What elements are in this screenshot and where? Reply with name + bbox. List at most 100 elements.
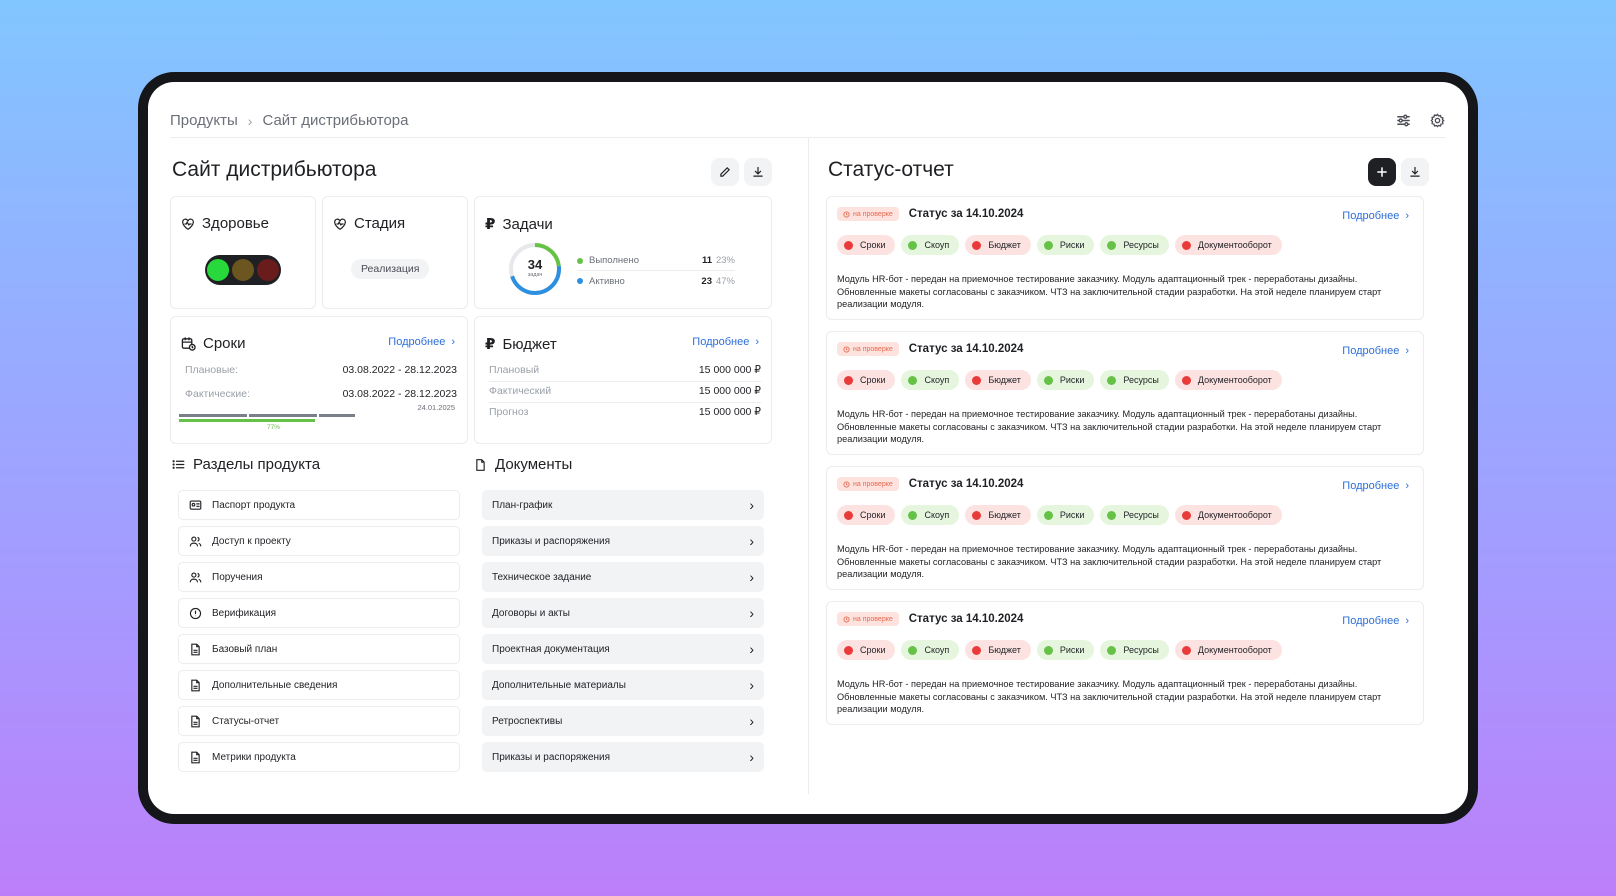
budget-card: ₽ Бюджет Подробнее › Плановый 15 000 000… (474, 316, 772, 444)
deadlines-more-link[interactable]: Подробнее › (388, 336, 455, 348)
status-tag: Ресурсы (1100, 505, 1169, 525)
section-item-access[interactable]: Доступ к проекту (178, 526, 460, 556)
breadcrumb-current: Сайт дистрибьютора (262, 112, 409, 129)
chevron-right-icon: › (749, 569, 754, 585)
status-tag-label: Риски (1059, 375, 1085, 385)
section-item-assignments[interactable]: Поручения (178, 562, 460, 592)
status-tag-label: Ресурсы (1123, 645, 1159, 655)
status-report-card: на проверке Статус за 14.10.2024 Подробн… (826, 466, 1424, 590)
status-dot (908, 375, 918, 385)
review-badge: на проверке (837, 477, 899, 491)
status-tag: Скоуп (901, 370, 960, 390)
status-tag-label: Бюджет (988, 240, 1021, 250)
ruble-icon: ₽ (485, 216, 496, 233)
clock-icon (843, 615, 850, 623)
status-tag-label: Риски (1059, 240, 1085, 250)
chevron-right-icon: › (749, 713, 754, 729)
status-dot (1043, 510, 1053, 520)
report-date: Статус за 14.10.2024 (908, 613, 1024, 625)
status-tag: Сроки (837, 505, 896, 525)
health-title: Здоровье (181, 215, 269, 232)
document-item[interactable]: Проектная документация › (482, 634, 764, 664)
sliders-icon[interactable] (1394, 112, 1412, 130)
status-tag: Риски (1036, 235, 1095, 255)
status-tag-label: Ресурсы (1123, 240, 1159, 250)
status-tag-label: Бюджет (988, 375, 1021, 385)
status-tag-label: Документооборот (1197, 375, 1272, 385)
stage-title: Стадия (333, 215, 405, 232)
document-item[interactable]: Ретроспективы › (482, 706, 764, 736)
chevron-right-icon: › (749, 749, 754, 765)
status-report-title: Статус-отчет (828, 158, 954, 181)
report-header: на проверке Статус за 14.10.2024 (837, 612, 1023, 626)
budget-row: Плановый 15 000 000 ₽ (489, 364, 761, 382)
section-item-metrics[interactable]: Метрики продукта (178, 742, 460, 772)
status-dot (844, 375, 853, 385)
report-text: Модуль HR-бот - передан на приемочное те… (837, 679, 1382, 714)
file-icon (191, 643, 200, 655)
document-item[interactable]: Приказы и распоряжения › (482, 526, 764, 556)
report-more-link[interactable]: Подробнее › (1342, 615, 1409, 627)
alert-circle-icon (189, 607, 202, 619)
status-tag: Бюджет (965, 370, 1031, 390)
status-dot (1043, 240, 1053, 250)
status-dot (1043, 375, 1053, 385)
section-item-verification[interactable]: Верификация (178, 598, 460, 628)
status-dot (1107, 645, 1117, 655)
status-tag-label: Сроки (860, 645, 886, 655)
review-badge: на проверке (837, 342, 899, 356)
status-tag-label: Скоуп (924, 375, 950, 385)
status-tag: Сроки (837, 370, 896, 390)
download-report-button[interactable] (1401, 158, 1429, 186)
section-item-status-reports[interactable]: Статусы-отчет (178, 706, 460, 736)
status-tag: Скоуп (901, 235, 960, 255)
breadcrumb-root[interactable]: Продукты (170, 112, 238, 129)
add-report-button[interactable] (1368, 158, 1396, 186)
report-more-link[interactable]: Подробнее › (1342, 210, 1409, 222)
status-dot (972, 375, 982, 385)
report-more-link[interactable]: Подробнее › (1342, 345, 1409, 357)
budget-title: ₽ Бюджет (485, 335, 557, 354)
status-dot (1181, 375, 1191, 385)
sections-title: Разделы продукта (172, 456, 320, 473)
budget-more-link[interactable]: Подробнее › (692, 336, 759, 348)
section-item-extra-info[interactable]: Дополнительные сведения (178, 670, 460, 700)
status-dot (844, 240, 853, 250)
report-tags: Сроки Скоуп Бюджет Риски Ресурсы Документообо… (837, 235, 1282, 255)
status-tag: Бюджет (965, 640, 1031, 660)
chevron-right-icon: › (749, 677, 754, 693)
deadlines-title: Сроки (181, 335, 245, 352)
calendar-clock-icon (181, 337, 196, 351)
chevron-right-icon: › (451, 336, 455, 348)
documents-title: Документы (474, 456, 572, 473)
report-tags: Сроки Скоуп Бюджет Риски Ресурсы Документообо… (837, 505, 1282, 525)
tasks-donut (509, 243, 561, 295)
traffic-light (205, 255, 281, 285)
document-item[interactable]: Дополнительные материалы › (482, 670, 764, 700)
settings-icon[interactable] (1428, 112, 1446, 130)
report-more-link[interactable]: Подробнее › (1342, 480, 1409, 492)
download-button[interactable] (744, 158, 772, 186)
chevron-right-icon: › (749, 533, 754, 549)
document-item[interactable]: План-график › (482, 490, 764, 520)
stage-badge: Реализация (351, 259, 430, 279)
download-icon (1410, 166, 1420, 177)
status-tag-label: Риски (1059, 510, 1085, 520)
document-item[interactable]: Техническое задание › (482, 562, 764, 592)
report-header: на проверке Статус за 14.10.2024 (837, 342, 1023, 356)
users-icon (189, 535, 202, 546)
health-card: Здоровье (170, 196, 316, 309)
document-item[interactable]: Договоры и акты › (482, 598, 764, 628)
status-tag: Документооборот (1174, 505, 1282, 525)
document-item[interactable]: Приказы и распоряжения › (482, 742, 764, 772)
status-dot (1043, 645, 1053, 655)
section-item-passport[interactable]: Паспорт продукта (178, 490, 460, 520)
section-item-base-plan[interactable]: Базовый план (178, 634, 460, 664)
tasks-total: 34 (527, 257, 543, 272)
status-report-card: на проверке Статус за 14.10.2024 Подробн… (826, 601, 1424, 725)
chevron-right-icon: › (749, 497, 754, 513)
tasks-row-done: Выполнено 11 23% (577, 251, 735, 271)
edit-button[interactable] (711, 158, 739, 186)
status-tag-label: Бюджет (988, 510, 1021, 520)
ruble-icon: ₽ (485, 336, 496, 353)
